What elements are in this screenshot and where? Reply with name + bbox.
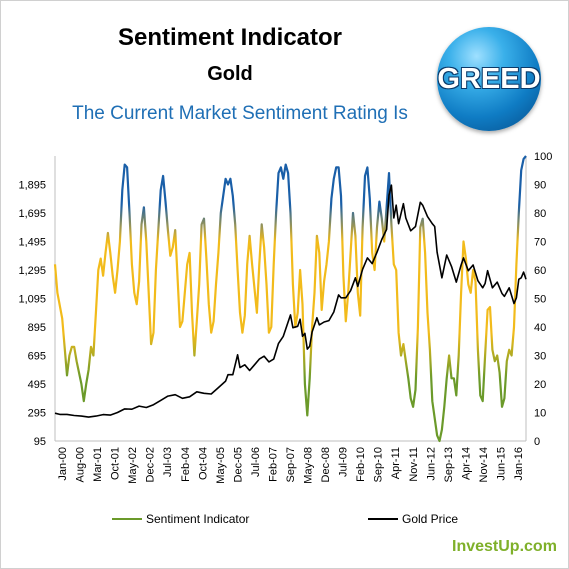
- x-tick-label: Feb-07: [267, 447, 279, 482]
- right-y-tick-label: 100: [534, 151, 552, 163]
- x-tick-label: Sep-10: [373, 447, 385, 482]
- x-tick-label: Feb-10: [355, 447, 367, 482]
- gold-price-line: [54, 184, 527, 418]
- left-y-tick-label: 1,295: [18, 265, 46, 277]
- x-tick-label: Dec-05: [232, 447, 244, 482]
- right-y-tick-label: 80: [534, 208, 546, 220]
- left-y-ticks: 95 295 495 695 895 1,095 1,295 1,495 1,695 1,895: [18, 180, 46, 449]
- right-y-tick-label: 0: [534, 436, 540, 448]
- brand-logo: InvestUp.com: [452, 538, 557, 555]
- left-y-tick-label: 1,695: [18, 208, 46, 220]
- legend-label-sentiment: Sentiment Indicator: [146, 512, 249, 526]
- right-y-tick-label: 90: [534, 180, 546, 192]
- x-tick-label: Jan-00: [57, 447, 69, 481]
- x-tick-label: Oct-04: [197, 447, 209, 480]
- right-y-tick-label: 70: [534, 237, 546, 249]
- x-tick-label: Nov-14: [478, 447, 490, 482]
- left-y-tick-label: 495: [28, 379, 46, 391]
- x-tick-label: Jul-03: [162, 447, 174, 477]
- x-tick-label: Apr-14: [460, 447, 472, 480]
- x-tick-label: Dec-08: [320, 447, 332, 482]
- right-y-tick-label: 30: [534, 351, 546, 363]
- x-ticks: Jan-00 Aug-00 Mar-01 Oct-01 May-02 Dec-02 Jul-…: [57, 447, 525, 484]
- right-y-tick-label: 50: [534, 294, 546, 306]
- left-y-tick-label: 295: [28, 408, 46, 420]
- x-tick-label: Aug-00: [75, 447, 87, 482]
- x-tick-label: Nov-11: [408, 447, 420, 482]
- x-tick-label: Jan-16: [513, 447, 525, 481]
- x-tick-label: Jun-12: [425, 447, 437, 481]
- right-y-tick-label: 10: [534, 408, 546, 420]
- right-y-tick-label: 20: [534, 379, 546, 391]
- sentiment-indicator-line: [53, 155, 527, 443]
- left-y-tick-label: 1,095: [18, 294, 46, 306]
- legend: Sentiment Indicator Gold Price: [112, 512, 458, 526]
- x-tick-label: Jul-06: [250, 447, 262, 477]
- x-tick-label: Jul-09: [338, 447, 350, 477]
- x-tick-label: Jun-15: [495, 447, 507, 481]
- x-tick-label: May-05: [215, 447, 227, 484]
- x-tick-label: Feb-04: [180, 447, 192, 482]
- left-y-tick-label: 95: [34, 436, 46, 448]
- right-y-tick-label: 40: [534, 322, 546, 334]
- x-tick-label: Mar-01: [92, 447, 104, 482]
- left-y-tick-label: 895: [28, 322, 46, 334]
- left-y-tick-label: 1,895: [18, 180, 46, 192]
- x-tick-label: May-08: [303, 447, 315, 484]
- chart-title: Sentiment Indicator: [117, 24, 343, 51]
- x-tick-label: Sep-13: [443, 447, 455, 482]
- chart-subtitle: Gold: [207, 63, 253, 85]
- x-tick-label: Dec-02: [145, 447, 157, 482]
- left-y-tick-label: 1,495: [18, 237, 46, 249]
- x-tick-label: Oct-01: [110, 447, 122, 480]
- greed-badge: GREED: [437, 27, 541, 131]
- x-tick-label: May-02: [127, 447, 139, 484]
- greed-badge-label: GREED: [437, 63, 541, 95]
- legend-label-gold: Gold Price: [402, 512, 458, 526]
- x-tick-label: Apr-11: [390, 447, 402, 479]
- x-tick-label: Sep-07: [285, 447, 297, 482]
- right-y-ticks: 0 10 20 30 40 50 60 70 80 90 100: [534, 151, 552, 448]
- series-layer: [53, 155, 527, 443]
- right-y-tick-label: 60: [534, 265, 546, 277]
- sentiment-rating-text: The Current Market Sentiment Rating Is: [72, 103, 408, 124]
- left-y-tick-label: 695: [28, 351, 46, 363]
